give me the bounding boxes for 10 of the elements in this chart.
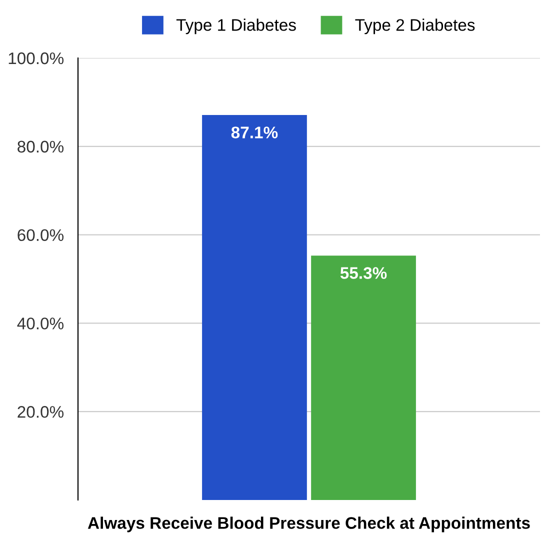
data-label: 87.1% xyxy=(231,126,278,138)
y-tick-label: 60.0% xyxy=(18,229,64,242)
y-tick-label: 20.0% xyxy=(18,406,64,418)
data-label: 55.3% xyxy=(340,267,387,279)
y-tick-label: 40.0% xyxy=(17,318,64,330)
y-tick-label: 100.0% xyxy=(8,52,64,64)
legend-label: Type 2 Diabetes xyxy=(355,18,475,34)
y-tick-label: 80.0% xyxy=(18,140,64,153)
x-tick-label: Always Receive Blood Pressure Check at Appointments xyxy=(88,516,530,532)
legend-label: Type 1 Diabetes xyxy=(176,18,296,34)
